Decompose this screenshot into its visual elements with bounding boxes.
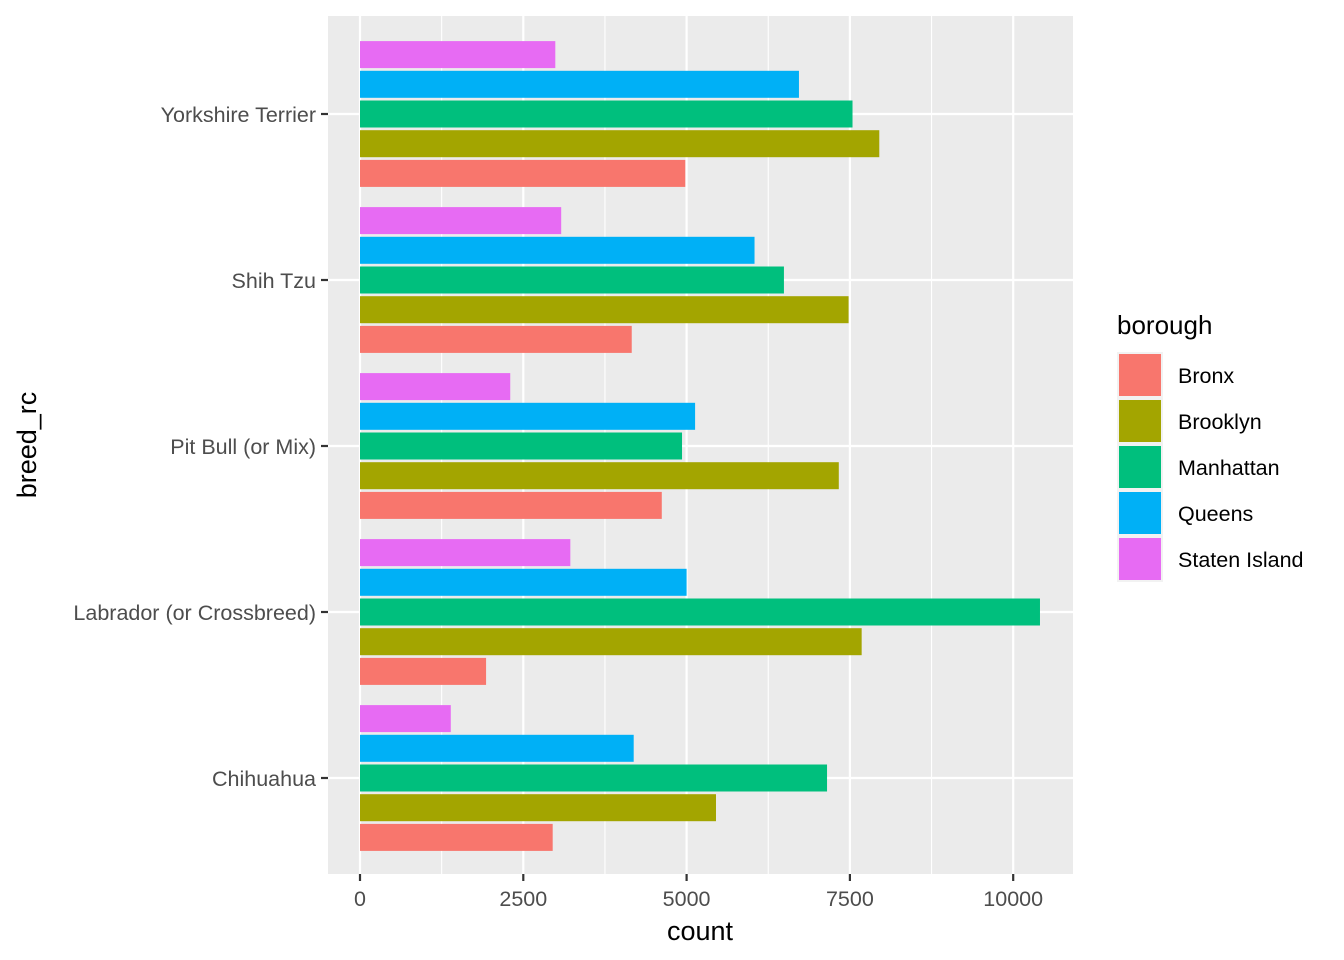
bar-bronx-chihuahua [360, 823, 553, 851]
legend-key-manhattan [1119, 446, 1161, 488]
legend-label: Bronx [1178, 364, 1234, 388]
legend-title: borough [1117, 310, 1212, 340]
x-axis: 0 2500 5000 7500 10000 [354, 874, 1043, 911]
bar-bronx-labrador-or-crossbreed [360, 657, 487, 685]
legend-label: Brooklyn [1178, 410, 1262, 434]
y-axis-title: breed_rc [12, 392, 42, 499]
y-tick-label: Pit Bull (or Mix) [170, 435, 316, 459]
legend-key-staten-island [1119, 538, 1161, 580]
bar-queens-yorkshire-terrier [360, 70, 799, 98]
bar-manhattan-shih-tzu [360, 266, 784, 294]
legend-label: Staten Island [1178, 548, 1304, 572]
x-tick-label: 2500 [499, 887, 547, 911]
legend-label: Queens [1178, 502, 1253, 526]
bar-staten-island-yorkshire-terrier [360, 41, 556, 69]
legend-key-brooklyn [1119, 400, 1161, 442]
bar-staten-island-labrador-or-crossbreed [360, 539, 571, 567]
bar-staten-island-shih-tzu [360, 207, 562, 235]
bar-bronx-pit-bull-or-mix [360, 491, 662, 519]
bar-queens-shih-tzu [360, 236, 755, 264]
y-tick-label: Labrador (or Crossbreed) [73, 601, 316, 625]
x-tick-label: 0 [354, 887, 366, 911]
y-axis: Chihuahua Labrador (or Crossbreed) Pit Bul… [73, 103, 328, 791]
bar-brooklyn-labrador-or-crossbreed [360, 628, 862, 656]
bar-queens-chihuahua [360, 734, 634, 762]
y-tick-label: Chihuahua [212, 767, 316, 791]
legend-label: Manhattan [1178, 456, 1280, 480]
bar-staten-island-pit-bull-or-mix [360, 373, 511, 401]
bar-manhattan-pit-bull-or-mix [360, 432, 683, 460]
x-tick-label: 7500 [826, 887, 874, 911]
bars [360, 41, 1040, 851]
y-tick-label: Shih Tzu [232, 269, 316, 293]
bar-staten-island-chihuahua [360, 705, 451, 733]
bar-bronx-shih-tzu [360, 325, 632, 353]
bar-queens-pit-bull-or-mix [360, 402, 696, 430]
bar-bronx-yorkshire-terrier [360, 159, 686, 187]
bar-manhattan-chihuahua [360, 764, 828, 792]
bar-brooklyn-shih-tzu [360, 296, 849, 324]
bar-queens-labrador-or-crossbreed [360, 568, 687, 596]
legend-key-bronx [1119, 354, 1161, 396]
x-tick-label: 5000 [663, 887, 711, 911]
x-tick-label: 10000 [983, 887, 1043, 911]
bar-brooklyn-chihuahua [360, 794, 716, 822]
x-axis-title: count [667, 916, 734, 946]
y-tick-label: Yorkshire Terrier [161, 103, 316, 127]
bar-brooklyn-pit-bull-or-mix [360, 462, 839, 490]
bar-brooklyn-yorkshire-terrier [360, 130, 880, 158]
legend: borough Bronx Brooklyn Manhattan Queens Stat… [1117, 310, 1304, 582]
bar-manhattan-labrador-or-crossbreed [360, 598, 1040, 626]
bar-manhattan-yorkshire-terrier [360, 100, 853, 128]
legend-key-queens [1119, 492, 1161, 534]
